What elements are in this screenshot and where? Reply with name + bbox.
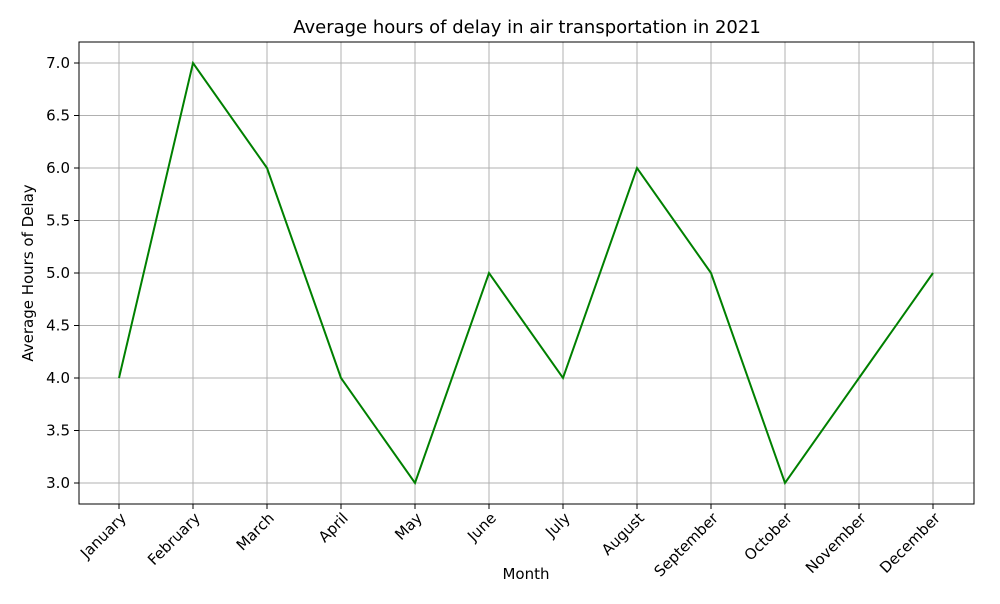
y-tick-label: 6.5 — [46, 107, 70, 125]
y-tick-label: 6.0 — [46, 159, 70, 177]
x-tick-label: July — [541, 509, 574, 542]
x-tick-label: February — [144, 509, 204, 569]
grid-lines — [79, 42, 974, 504]
y-axis-label: Average Hours of Delay — [19, 184, 37, 361]
x-tick-label: March — [233, 509, 278, 554]
x-tick-label: December — [876, 509, 944, 577]
y-tick-label: 4.0 — [46, 369, 70, 387]
x-axis-label: Month — [502, 565, 549, 583]
x-tick-label: May — [391, 509, 426, 544]
x-tick-label: January — [76, 509, 130, 563]
y-tick-label: 5.0 — [46, 264, 70, 282]
y-tick-label: 4.5 — [46, 317, 70, 335]
x-tick-label: October — [741, 509, 797, 565]
y-tick-label: 7.0 — [46, 54, 70, 72]
x-tick-label: June — [463, 509, 500, 546]
chart-title: Average hours of delay in air transporta… — [293, 17, 761, 38]
x-tick-label: November — [802, 509, 870, 577]
x-tick-label: August — [598, 509, 648, 559]
x-tick-label: April — [315, 509, 352, 546]
y-tick-label: 3.0 — [46, 474, 70, 492]
y-tick-label: 5.5 — [46, 212, 70, 230]
y-tick-label: 3.5 — [46, 422, 70, 440]
x-tick-label: September — [650, 509, 722, 581]
y-axis-ticks: 3.0 3.5 4.0 4.5 5.0 5.5 6.0 6.5 7.0 — [46, 54, 79, 492]
